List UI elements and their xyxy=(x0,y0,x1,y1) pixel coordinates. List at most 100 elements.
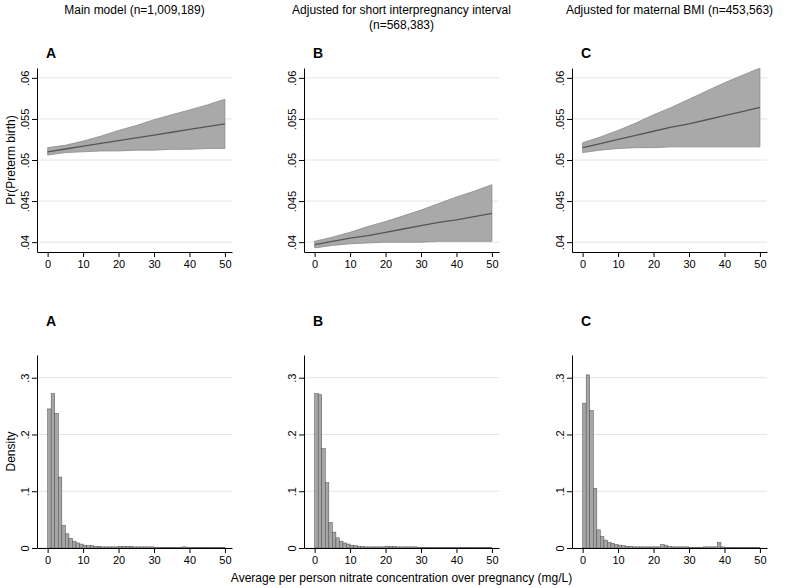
x-tick: 10 xyxy=(344,252,356,270)
y-tick-label: .04 xyxy=(286,235,298,250)
bar xyxy=(357,546,361,548)
bar xyxy=(318,395,322,548)
x-axis: 01020304050 xyxy=(38,252,233,270)
x-axis-line xyxy=(573,252,768,253)
y-tick-mark xyxy=(299,201,304,202)
x-tick-label: 50 xyxy=(754,258,766,270)
bar xyxy=(108,547,112,548)
bar xyxy=(664,545,668,548)
x-tick-mark xyxy=(48,548,49,553)
y-tick: 0 xyxy=(554,545,572,551)
y-tick: .2 xyxy=(19,430,37,439)
x-tick-label: 10 xyxy=(344,258,356,270)
x-tick: 40 xyxy=(719,252,731,270)
confidence-band xyxy=(583,68,760,153)
y-tick-mark xyxy=(567,434,572,435)
bar xyxy=(746,547,750,548)
bar xyxy=(435,547,439,548)
bar xyxy=(650,547,654,548)
x-tick: 50 xyxy=(219,548,231,566)
bar xyxy=(604,540,608,548)
y-axis-line xyxy=(37,356,38,549)
x-tick-mark xyxy=(119,252,120,257)
bar xyxy=(62,525,66,548)
y-tick-label: .06 xyxy=(554,71,566,86)
bar xyxy=(675,547,679,548)
bar xyxy=(175,547,179,548)
panel-title: Adjusted for maternal BMI (n=453,563) xyxy=(566,3,773,17)
x-tick: 40 xyxy=(184,252,196,270)
panel-letter: A xyxy=(46,45,56,61)
bar xyxy=(597,530,601,548)
bar xyxy=(375,547,379,548)
x-tick-mark xyxy=(350,252,351,257)
y-tick-label: .1 xyxy=(554,487,566,496)
bar xyxy=(83,545,87,548)
x-tick: 50 xyxy=(486,548,498,566)
bar xyxy=(632,547,636,548)
bar xyxy=(417,547,421,548)
bar xyxy=(101,547,105,548)
x-axis-line xyxy=(38,548,233,549)
grid-line xyxy=(37,491,232,492)
x-tick: 0 xyxy=(580,252,586,270)
y-tick: .1 xyxy=(19,487,37,496)
x-tick-label: 30 xyxy=(148,554,160,566)
y-tick-label: .06 xyxy=(19,71,31,86)
x-tick-mark xyxy=(421,252,422,257)
bar xyxy=(696,547,700,548)
x-tick-mark xyxy=(456,252,457,257)
y-tick-label: .055 xyxy=(19,109,31,130)
bar xyxy=(678,547,682,548)
bar xyxy=(714,547,718,548)
x-tick-mark xyxy=(724,252,725,257)
panel-letter: C xyxy=(581,45,591,61)
y-tick-label: 0 xyxy=(19,545,31,551)
y-tick: .05 xyxy=(19,153,37,168)
x-tick: 0 xyxy=(580,548,586,566)
x-tick-mark xyxy=(760,252,761,257)
bar xyxy=(442,547,446,548)
bar xyxy=(685,547,689,548)
marks xyxy=(315,185,492,248)
x-tick: 20 xyxy=(648,252,660,270)
bar xyxy=(753,547,757,548)
x-tick-mark xyxy=(724,548,725,553)
x-tick-label: 40 xyxy=(451,554,463,566)
bar xyxy=(478,547,482,548)
bar xyxy=(104,547,108,548)
y-tick: .3 xyxy=(286,374,304,383)
bar xyxy=(97,546,101,548)
bar xyxy=(707,547,711,548)
x-tick: 0 xyxy=(45,548,51,566)
grid-line xyxy=(37,434,232,435)
y-tick-label: .05 xyxy=(286,153,298,168)
x-tick-mark xyxy=(189,548,190,553)
bar xyxy=(439,547,443,548)
marks xyxy=(315,394,492,548)
y-tick-label: .04 xyxy=(19,235,31,250)
y-tick-label: .045 xyxy=(286,191,298,212)
bar xyxy=(161,547,165,548)
x-tick-label: 40 xyxy=(451,258,463,270)
x-tick-label: 30 xyxy=(683,258,695,270)
bar xyxy=(207,547,211,548)
x-tick: 10 xyxy=(612,252,624,270)
y-tick: .06 xyxy=(286,71,304,86)
bar xyxy=(371,547,375,548)
bar xyxy=(48,409,52,548)
bar xyxy=(700,547,704,548)
bar xyxy=(693,547,697,548)
grid-line xyxy=(37,77,232,78)
x-axis-line xyxy=(305,252,500,253)
x-tick-mark xyxy=(421,548,422,553)
bar xyxy=(396,547,400,548)
y-tick-mark xyxy=(32,378,37,379)
panel-title: Main model (n=1,009,189) xyxy=(64,3,204,17)
bar xyxy=(474,547,478,548)
y-tick-label: .05 xyxy=(19,153,31,168)
grid-line xyxy=(304,491,499,492)
x-tick-label: 10 xyxy=(612,258,624,270)
bar xyxy=(657,547,661,548)
x-tick: 20 xyxy=(380,252,392,270)
